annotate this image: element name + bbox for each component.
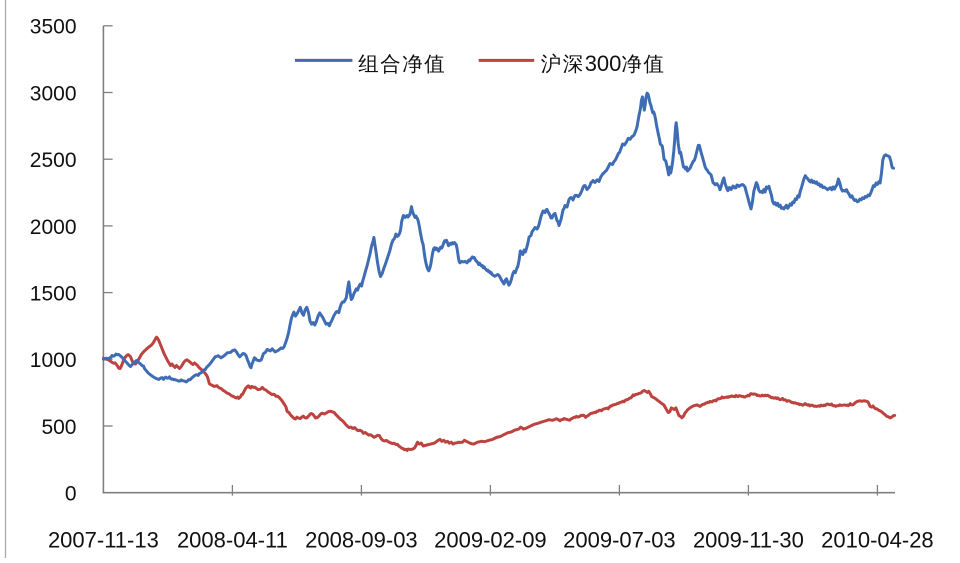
svg-text:300: 300 xyxy=(585,51,622,76)
svg-text:500: 500 xyxy=(41,416,76,439)
svg-text:2007-11-13: 2007-11-13 xyxy=(48,528,159,553)
svg-text:2008-04-11: 2008-04-11 xyxy=(177,528,288,553)
svg-text:1000: 1000 xyxy=(30,349,77,372)
svg-text:2500: 2500 xyxy=(30,149,77,172)
svg-text:0: 0 xyxy=(65,483,77,506)
svg-text:2009-07-03: 2009-07-03 xyxy=(563,528,676,553)
svg-text:2000: 2000 xyxy=(30,216,77,239)
svg-text:2009-02-09: 2009-02-09 xyxy=(434,528,547,553)
svg-text:2010-04-28: 2010-04-28 xyxy=(821,528,934,553)
svg-text:2008-09-03: 2008-09-03 xyxy=(305,528,418,553)
svg-text:3500: 3500 xyxy=(30,16,77,39)
svg-text:2009-11-30: 2009-11-30 xyxy=(693,528,804,553)
svg-text:3000: 3000 xyxy=(30,82,77,105)
svg-text:1500: 1500 xyxy=(30,283,77,306)
